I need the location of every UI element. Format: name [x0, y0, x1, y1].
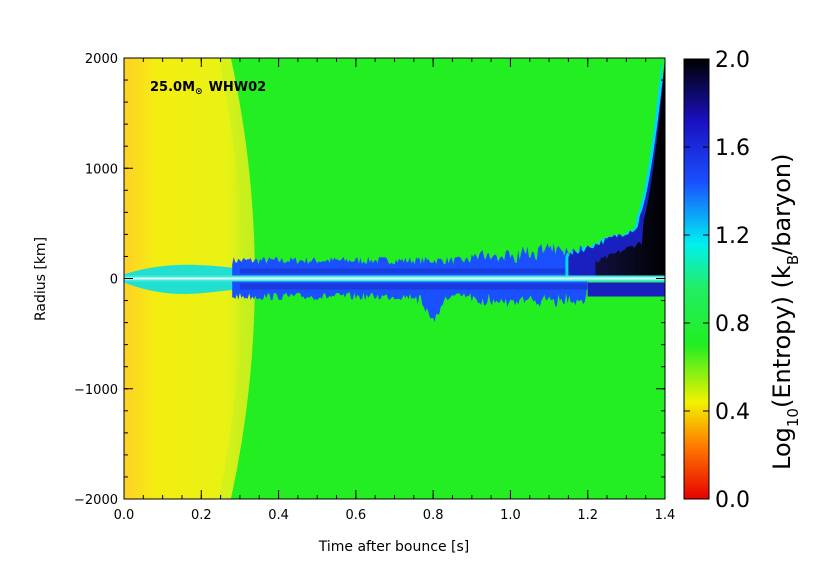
- accretion-band-lower: [232, 281, 588, 322]
- band-core-lower: [239, 283, 588, 290]
- x-tick-label: 1.4: [655, 508, 676, 523]
- transition-region: [218, 58, 255, 499]
- y-tick-label: 0: [110, 273, 118, 288]
- colorbar: [683, 58, 710, 500]
- colorbar-ticks: 2.0 1.6 1.2 0.8 0.4 0.0: [684, 48, 750, 513]
- y-tick-label: 2000: [85, 52, 118, 67]
- x-tick-label: 1.2: [577, 508, 598, 523]
- colorbar-tick-label: 1.2: [715, 224, 750, 249]
- explosion-high-entropy: [595, 62, 665, 276]
- x-tick-label: 1.0: [500, 508, 521, 523]
- y-axis: 2000 1000 0 −1000 −2000: [74, 52, 665, 508]
- y-axis-title: Radius [km]: [33, 237, 49, 321]
- x-tick-label: 0.4: [268, 508, 289, 523]
- accretion-band-upper: [232, 243, 588, 276]
- x-tick-label: 0.0: [114, 508, 135, 523]
- x-tick-label: 0.8: [423, 508, 444, 523]
- y-tick-label: −2000: [74, 493, 118, 508]
- colorbar-tick-label: 0.4: [715, 400, 750, 425]
- explosion-region: [568, 58, 665, 276]
- x-axis-title: Time after bounce [s]: [318, 539, 469, 555]
- annotation-model: WHW02: [209, 80, 267, 95]
- colorbar-tick-label: 0.0: [715, 488, 750, 513]
- late-lower-band: [587, 282, 665, 297]
- svg-text:25.0M⊙WHW02: 25.0M⊙ WHW02: [150, 80, 266, 97]
- annotation-mass: 25.0M: [150, 80, 195, 95]
- colorbar-tick-label: 0.8: [715, 312, 750, 337]
- y-tick-label: −1000: [74, 383, 118, 398]
- x-axis: 0.0 0.2 0.4 0.6 0.8 1.0 1.2 1.4: [114, 58, 676, 523]
- band-core-upper: [239, 268, 588, 274]
- equatorial-core-line-inner: [124, 277, 665, 280]
- colorbar-tick-label: 2.0: [715, 48, 750, 73]
- model-annotation: 25.0M⊙ WHW02: [150, 80, 266, 97]
- x-tick-label: 0.6: [346, 508, 367, 523]
- y-tick-label: 1000: [85, 162, 118, 177]
- colorbar-title: Log10(Entropy) (kB/baryon): [768, 154, 802, 471]
- colorbar-tick-label: 1.6: [715, 136, 750, 161]
- x-tick-label: 0.2: [191, 508, 212, 523]
- entropy-heatmap: [124, 58, 665, 499]
- annotation-sun-symbol: ⊙: [195, 87, 203, 97]
- explosion-shock-edge: [565, 58, 662, 276]
